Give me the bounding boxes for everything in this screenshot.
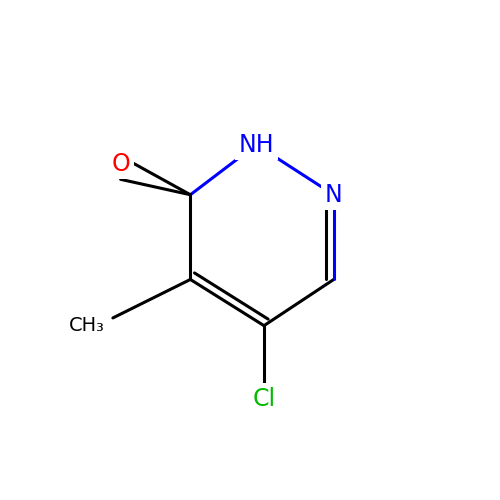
Text: CH₃: CH₃: [69, 316, 105, 335]
Text: Cl: Cl: [252, 387, 276, 411]
Text: N: N: [325, 182, 342, 207]
Text: O: O: [111, 152, 130, 176]
Text: NH: NH: [238, 132, 274, 156]
